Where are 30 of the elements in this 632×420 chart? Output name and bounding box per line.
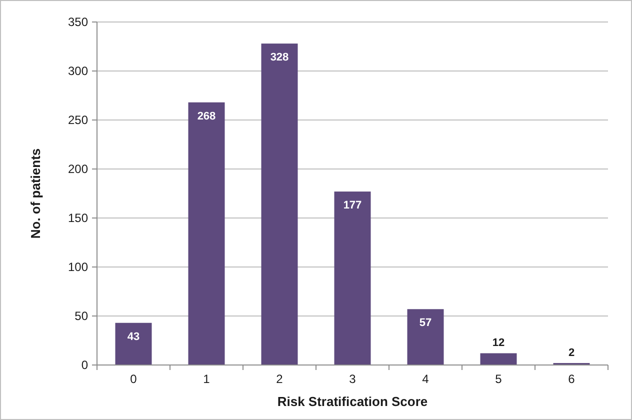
y-tick-label: 50: [74, 309, 88, 324]
data-label: 177: [343, 200, 362, 212]
y-tick-label: 350: [68, 15, 88, 30]
bar: [188, 102, 225, 365]
bar: [115, 322, 152, 365]
data-label: 268: [197, 110, 216, 122]
y-tick-label: 250: [68, 113, 88, 128]
x-tick-label: 3: [349, 372, 356, 386]
data-label: 43: [127, 330, 140, 343]
bar: [261, 44, 298, 365]
x-tick-label: 5: [495, 372, 502, 386]
y-tick-label: 150: [68, 211, 88, 226]
y-tick-label: 200: [68, 162, 88, 176]
y-tick-label: 100: [68, 260, 88, 274]
data-label: 328: [270, 52, 289, 64]
x-tick-label: 0: [130, 372, 138, 386]
data-label: 2: [568, 347, 575, 360]
x-axis-title: Risk Stratification Score: [277, 394, 428, 409]
data-label: 12: [492, 337, 505, 350]
bar: [407, 309, 444, 365]
y-axis-title: No. of patients: [28, 148, 43, 239]
data-label: 57: [419, 317, 432, 330]
bar: [480, 353, 517, 365]
bar: [334, 192, 371, 365]
y-tick-label: 0: [81, 358, 88, 372]
x-tick-label: 6: [568, 372, 576, 386]
x-tick-label: 1: [203, 372, 210, 386]
x-tick-label: 4: [422, 372, 430, 386]
y-tick-label: 300: [68, 64, 88, 78]
x-tick-label: 2: [276, 372, 284, 386]
